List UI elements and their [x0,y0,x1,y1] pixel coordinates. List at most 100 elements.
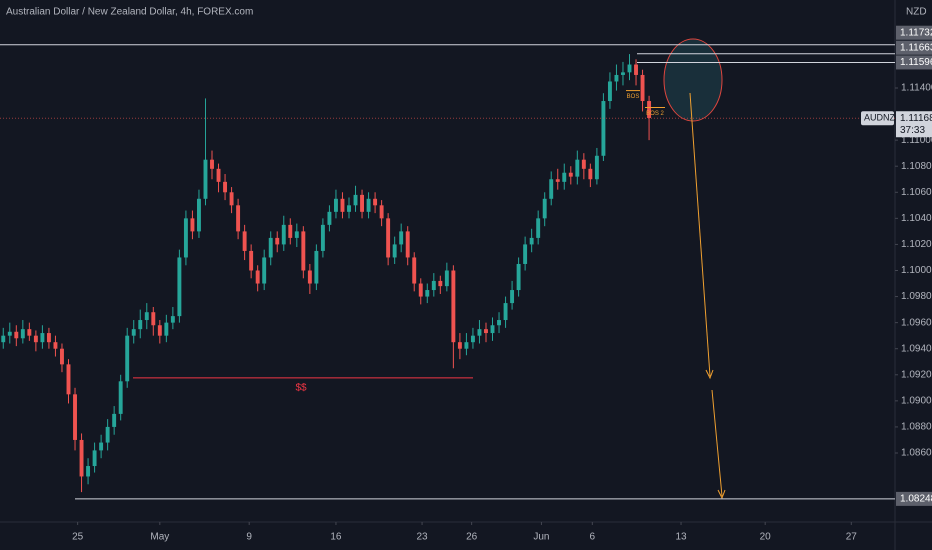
candle-body [92,450,97,467]
candle-body [320,224,325,251]
candle-body [477,329,482,336]
candle-body [412,257,417,284]
candle-body [138,320,143,330]
candle-body [33,335,38,343]
candle-body [170,316,175,323]
level-label: 1.11596 [900,57,932,68]
candle-body [438,280,443,287]
candle-body [444,270,449,287]
candle-body [484,329,488,334]
candle-body [197,198,201,232]
candle-body [568,172,573,177]
candle-body [379,205,384,219]
candle-body [333,198,338,212]
candle-body [549,179,554,199]
candle-body [386,218,391,258]
candle-body [144,312,149,321]
candle-body [275,237,280,245]
level-tag [896,491,932,506]
candle-body [20,329,25,339]
candle-body [281,224,286,245]
candle-body [249,250,254,271]
candle-body [125,335,130,382]
candle-body [503,303,508,321]
level-tag [896,40,932,55]
candle-body [510,290,515,304]
candle-body [40,333,45,343]
candle-body [614,74,619,82]
x-tick-label: 6 [590,532,596,543]
bos-label: BOS [627,94,640,100]
candle-body [268,237,273,258]
y-tick-label: 1.10400 [901,213,932,224]
chart-title: Australian Dollar / New Zealand Dollar, … [6,7,253,18]
currency: NZD [906,7,927,18]
price-tag [896,111,932,138]
candle-body [229,192,234,206]
candle-body [86,466,91,477]
candle-body [529,237,534,245]
bos-label: BOS 2 [646,111,664,117]
x-tick-label: 26 [466,532,478,543]
candle-body [236,205,241,232]
candle-body [470,335,475,343]
candle-body [373,198,378,206]
projection-arrow [689,92,711,377]
candle-body [464,342,469,349]
candle-body [242,231,247,251]
x-tick-label: 13 [675,532,687,543]
candle-body [457,342,462,349]
level-label: 1.11732 [900,27,932,38]
x-tick-label: 25 [72,532,84,543]
candle-body [294,231,299,238]
candle-body [255,270,260,284]
x-tick-label: 27 [846,532,858,543]
candle-body [301,231,306,271]
price-label: 1.11168 [900,113,932,124]
candle-body [575,159,580,177]
candle-body [223,181,228,193]
candle-body [1,335,6,343]
symbol-label: AUDNZD [864,113,902,123]
level-tag [896,55,932,70]
candle-body [347,205,351,212]
candle-body [366,198,371,212]
candle-body [27,329,32,336]
candle-body [157,325,162,336]
candle-body [392,244,397,258]
candle-body [14,331,19,339]
candle-body [177,257,182,317]
candle-body [314,250,319,284]
y-tick-label: 1.08800 [901,422,932,433]
y-tick-label: 1.11000 [901,135,932,146]
candle-body [151,312,156,326]
candle-body [536,218,541,238]
candle-body [418,283,423,297]
candle-body [353,194,358,206]
candle-body [66,364,71,395]
y-tick-label: 1.09000 [901,395,932,406]
candle-body [73,394,77,440]
candle-body [360,194,365,212]
y-tick-label: 1.10200 [901,239,932,250]
candle-body [425,290,430,297]
candle-body [340,198,345,212]
candle-body [327,211,332,225]
y-tick-label: 1.09400 [901,343,932,354]
candle-body [555,179,560,182]
candle-body [99,442,104,451]
candle-body [542,198,547,219]
x-tick-label: 20 [760,532,772,543]
y-tick-label: 1.10000 [901,265,932,276]
y-tick-label: 1.10600 [901,187,932,198]
y-tick-label: 1.10800 [901,161,932,172]
candle-body [288,224,293,238]
level-label: 1.11663 [900,42,932,53]
candle-body [431,280,436,291]
x-tick-label: Jun [533,532,549,543]
candle-body [118,381,123,414]
y-tick-label: 1.08600 [901,448,932,459]
candle-body [210,159,214,169]
candle-body [190,218,195,232]
